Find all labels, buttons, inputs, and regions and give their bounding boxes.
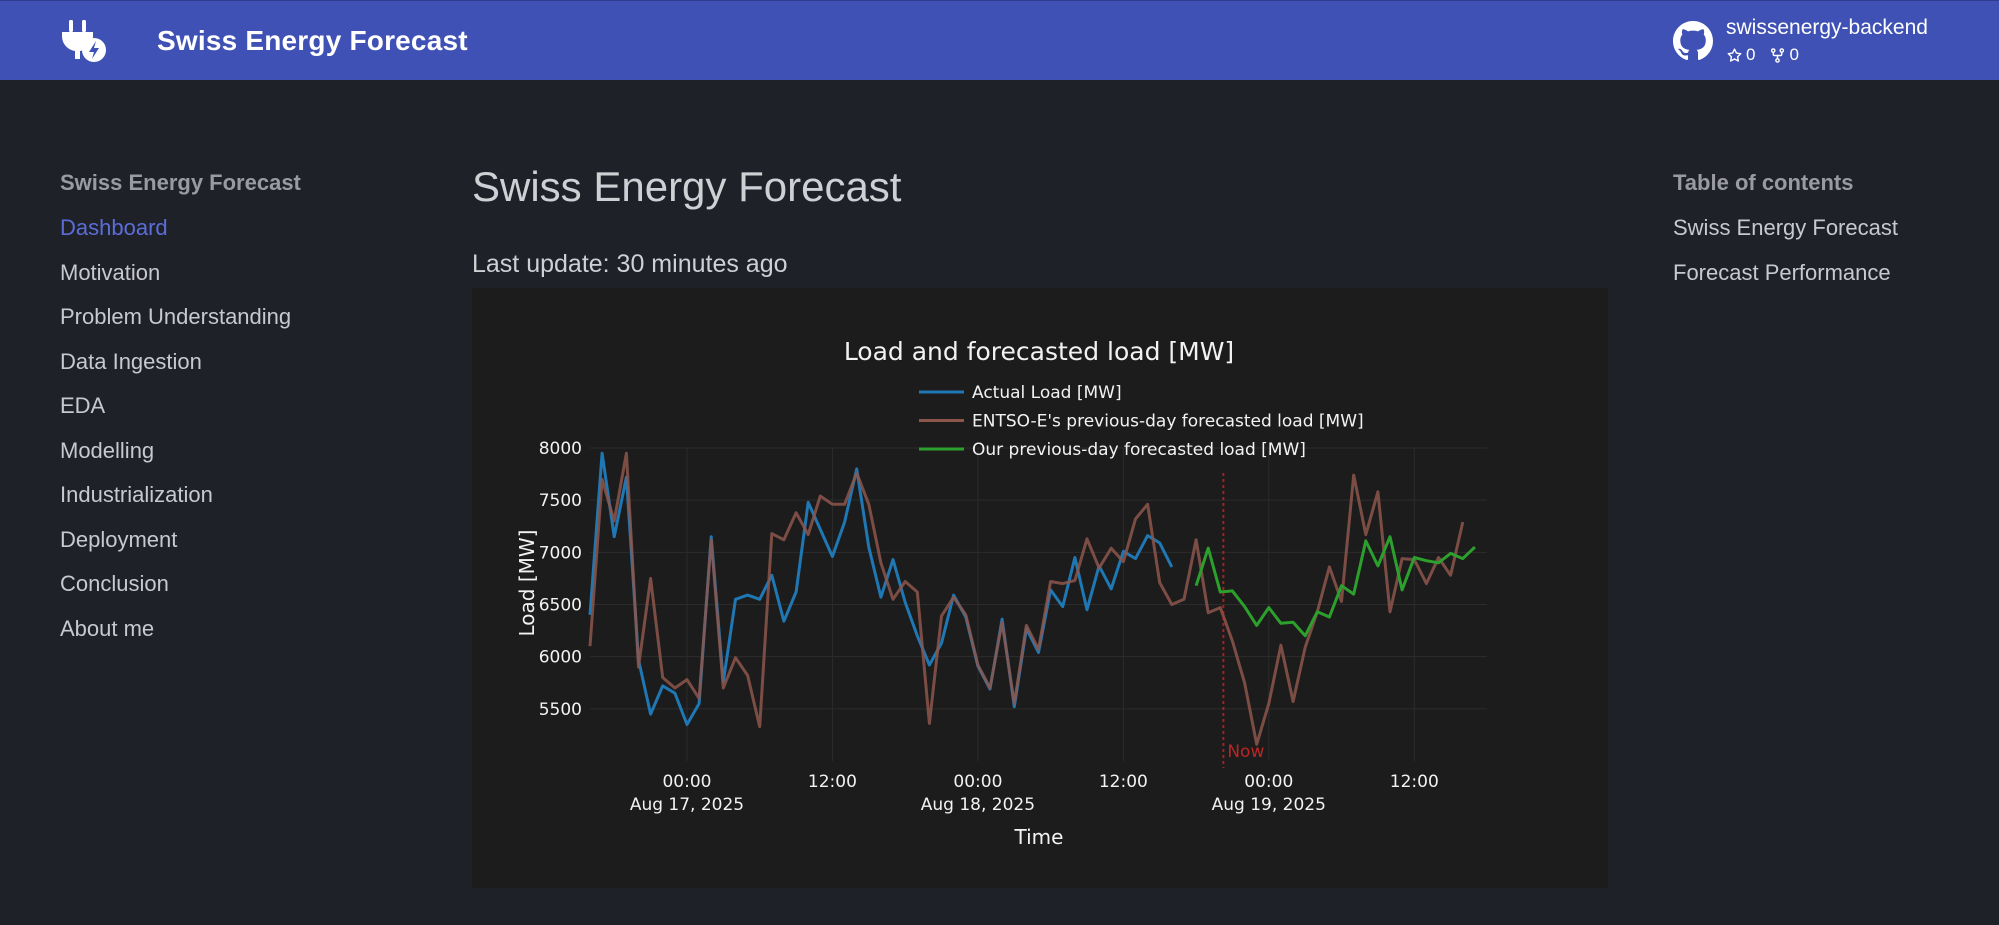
series-line [588,451,1174,726]
y-tick-label: 5500 [539,700,582,720]
repo-name: swissenergy-backend [1726,16,1928,39]
y-tick-label: 7500 [539,491,582,511]
x-tick-date-label: Aug 19, 2025 [1212,795,1326,815]
repo-facts: 0 0 [1726,45,1813,65]
x-tick-date-label: Aug 18, 2025 [921,795,1035,815]
legend-entry: Actual Load [MW] [972,383,1122,403]
chart-svg: Now 5500 6000 6500 7000 7500 8000 00:00 Aug 17,… [515,337,1487,849]
forks-count: 0 [1769,45,1799,65]
sidebar-item-data-ingestion[interactable]: Data Ingestion [60,348,202,374]
x-axis-label: Time [1014,825,1064,849]
x-tick-label: 12:00 [808,772,857,792]
x-tick-label: 00:00 [1244,772,1293,792]
stars-value: 0 [1746,45,1756,64]
chart-grid [590,447,1487,761]
y-tick-label: 7000 [539,543,582,563]
sidebar-item-about-me[interactable]: About me [60,615,155,641]
table-of-contents: Table of contents Swiss Energy Forecast … [1673,170,1898,304]
toc-title: Table of contents [1673,170,1854,195]
sidebar-nav: Swiss Energy Forecast Dashboard Motivati… [60,170,301,660]
sidebar-item-industrialization[interactable]: Industrialization [60,482,213,507]
github-icon [1673,21,1713,61]
star-icon [1727,47,1742,62]
sidebar-item-motivation[interactable]: Motivation [60,259,161,285]
chart-now-marker: Now [1222,473,1264,768]
plug-lightning-icon[interactable] [58,19,108,63]
y-tick-label: 6000 [539,648,582,668]
now-label: Now [1227,742,1264,762]
x-tick-label: 00:00 [953,772,1002,792]
chart-axes: 5500 6000 6500 7000 7500 8000 00:00 Aug 17, 202… [539,439,1439,815]
x-tick-label: 12:00 [1099,772,1148,792]
sidebar-title[interactable]: Swiss Energy Forecast [60,170,301,195]
y-tick-label: 6500 [539,596,582,616]
legend-entry: ENTSO-E's previous-day forecasted load [… [972,412,1364,432]
forks-value: 0 [1789,45,1799,64]
toc-item-swiss-energy-forecast[interactable]: Swiss Energy Forecast [1673,215,1898,240]
fork-icon [1771,47,1785,63]
x-tick-label: 12:00 [1390,772,1439,792]
x-tick-date-label: Aug 17, 2025 [630,795,744,815]
y-tick-label: 8000 [539,439,582,459]
chart-legend[interactable]: Actual Load [MW] ENTSO-E's previous-day f… [919,383,1364,460]
sidebar-item-conclusion[interactable]: Conclusion [60,571,169,596]
stars-count: 0 [1726,45,1755,65]
last-update-text: Last update: 30 minutes ago [472,250,788,278]
legend-entry: Our previous-day forecasted load [MW] [972,440,1306,460]
chart-title: Load and forecasted load [MW] [844,337,1234,366]
sidebar-item-eda[interactable]: EDA [60,393,106,418]
y-axis-label: Load [MW] [515,530,539,637]
series-line [588,451,1465,746]
sidebar-item-modelling[interactable]: Modelling [60,437,155,463]
series-line [1194,535,1476,638]
toc-item-forecast-performance[interactable]: Forecast Performance [1673,259,1891,285]
sidebar-item-deployment[interactable]: Deployment [60,526,178,552]
top-header: Swiss Energy Forecast swissenergy-backen… [0,0,1999,80]
site-title[interactable]: Swiss Energy Forecast [157,25,468,56]
page-title: Swiss Energy Forecast [472,163,902,210]
load-forecast-chart[interactable]: Now 5500 6000 6500 7000 7500 8000 00:00 Aug 17,… [472,288,1608,888]
x-tick-label: 00:00 [662,772,711,792]
sidebar-item-problem-understanding[interactable]: Problem Understanding [60,304,292,329]
chart-series [588,451,1476,746]
sidebar-item-dashboard[interactable]: Dashboard [60,215,168,240]
